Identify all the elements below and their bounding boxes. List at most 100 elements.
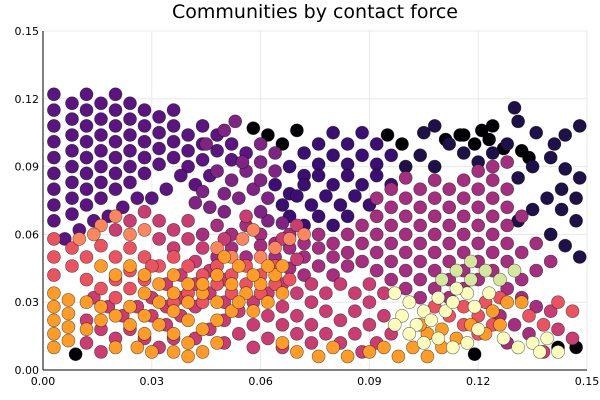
community-4-point xyxy=(217,186,232,201)
community-10-point xyxy=(449,281,464,296)
community-3-point xyxy=(166,119,181,133)
community-4-point xyxy=(217,205,232,219)
community-3-point xyxy=(108,134,123,149)
community-4-point xyxy=(210,164,224,178)
community-3-point xyxy=(47,103,61,117)
community-1-point xyxy=(442,137,457,151)
community-1-point xyxy=(543,227,558,242)
community-10-point xyxy=(402,295,417,310)
community-5-point xyxy=(456,173,471,187)
community-5-point xyxy=(369,191,384,205)
community-1-point xyxy=(569,191,583,205)
community-3-point xyxy=(152,125,166,140)
community-10-point xyxy=(511,340,525,355)
community-10-point xyxy=(482,286,496,301)
community-5-point xyxy=(413,272,428,287)
community-9-point xyxy=(181,313,195,328)
community-9-point xyxy=(94,299,108,314)
community-6-point xyxy=(94,345,108,359)
community-6-point xyxy=(551,322,565,337)
community-6-point xyxy=(304,295,319,310)
community-10-point xyxy=(445,295,460,310)
community-3-point xyxy=(116,200,130,215)
community-9-point xyxy=(224,304,239,319)
community-0-point xyxy=(456,128,471,142)
community-9-point xyxy=(137,326,152,341)
community-6-point xyxy=(181,232,195,246)
community-4-point xyxy=(232,191,246,205)
community-3-point xyxy=(152,141,166,156)
community-6-point xyxy=(152,232,166,246)
community-5-point xyxy=(326,268,340,282)
community-9-point xyxy=(195,322,210,337)
community-3-point xyxy=(47,87,61,102)
community-3-point xyxy=(47,150,61,165)
community-1-point xyxy=(558,128,573,142)
community-3-point xyxy=(224,137,239,151)
community-3-point xyxy=(166,103,181,117)
community-9-point xyxy=(94,259,108,273)
community-2-point xyxy=(333,198,348,212)
community-3-point xyxy=(137,103,152,117)
community-10-point xyxy=(402,326,417,341)
community-11-point xyxy=(464,272,478,287)
community-9-point xyxy=(94,313,108,328)
community-1-point xyxy=(416,125,431,140)
community-5-point xyxy=(355,218,369,233)
community-3-point xyxy=(123,175,137,190)
community-9-point xyxy=(166,326,181,341)
community-6-point xyxy=(319,326,333,341)
community-5-point xyxy=(326,250,340,264)
community-3-point xyxy=(166,150,181,165)
community-11-group xyxy=(435,254,522,287)
community-6-point xyxy=(362,277,377,291)
community-7-point xyxy=(282,272,297,287)
community-9-point xyxy=(61,293,76,307)
community-7-point xyxy=(565,304,580,319)
community-3-point xyxy=(108,103,123,117)
community-6-point xyxy=(304,317,319,332)
community-10-point xyxy=(431,331,446,346)
community-5-point xyxy=(311,241,326,255)
community-5-point xyxy=(340,245,355,260)
community-10-point xyxy=(387,286,402,301)
community-1-point xyxy=(572,119,587,133)
community-6-point xyxy=(543,304,558,319)
community-9-point xyxy=(326,340,340,355)
community-1-point xyxy=(543,150,558,165)
community-9-point xyxy=(47,326,61,341)
community-3-point xyxy=(195,119,210,133)
community-10-point xyxy=(460,336,475,350)
community-9-point xyxy=(261,295,275,310)
community-7-point xyxy=(123,281,137,296)
community-9-point xyxy=(61,306,76,321)
community-1-point xyxy=(572,171,587,185)
community-7-point xyxy=(65,241,79,255)
community-5-point xyxy=(529,299,544,314)
community-7-point xyxy=(108,250,123,264)
community-5-point xyxy=(398,245,413,260)
community-3-point xyxy=(181,128,195,142)
community-9-point xyxy=(61,320,76,334)
community-3-point xyxy=(94,144,108,158)
community-10-point xyxy=(471,322,486,337)
community-5-point xyxy=(456,227,471,242)
community-6-point xyxy=(239,209,253,224)
community-9-point xyxy=(268,268,282,282)
community-5-point xyxy=(427,263,442,278)
community-3-point xyxy=(123,144,137,158)
community-3-point xyxy=(47,182,61,196)
community-3-point xyxy=(94,112,108,126)
community-9-point xyxy=(108,308,123,323)
community-1-point xyxy=(554,202,569,217)
community-1-point xyxy=(525,159,540,174)
community-2-point xyxy=(311,168,326,183)
community-6-point xyxy=(123,214,137,228)
community-8-point xyxy=(210,241,224,255)
community-2-point xyxy=(326,148,340,163)
community-9-point xyxy=(152,317,166,332)
community-3-point xyxy=(210,144,224,158)
community-10-point xyxy=(551,345,565,359)
community-9-group xyxy=(47,250,529,364)
